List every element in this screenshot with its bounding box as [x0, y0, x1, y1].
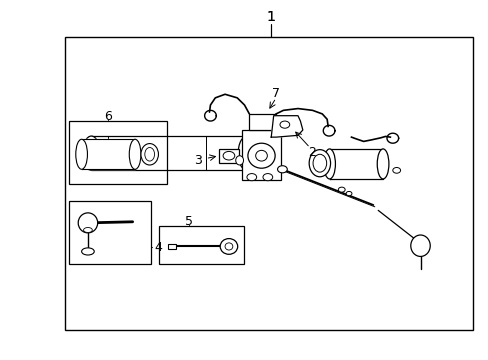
Ellipse shape [346, 192, 351, 196]
Text: 5: 5 [184, 215, 192, 228]
Ellipse shape [144, 148, 154, 161]
Text: 2: 2 [307, 146, 315, 159]
Text: 3: 3 [194, 154, 202, 167]
Ellipse shape [82, 136, 100, 170]
Ellipse shape [141, 144, 158, 165]
Bar [69, 202, 151, 264]
Ellipse shape [376, 149, 388, 179]
Polygon shape [329, 149, 382, 179]
Text: 4: 4 [154, 240, 162, 254]
Bar [167, 244, 176, 249]
Text: 6: 6 [104, 110, 112, 123]
Ellipse shape [392, 167, 400, 173]
Ellipse shape [235, 156, 243, 165]
Ellipse shape [247, 143, 275, 168]
Polygon shape [81, 139, 135, 169]
Ellipse shape [308, 150, 330, 177]
Polygon shape [91, 136, 246, 170]
Ellipse shape [280, 121, 289, 128]
Ellipse shape [323, 149, 335, 179]
Ellipse shape [246, 174, 256, 181]
Ellipse shape [312, 154, 326, 172]
Ellipse shape [338, 187, 345, 192]
Ellipse shape [410, 235, 429, 256]
Ellipse shape [255, 150, 267, 161]
Ellipse shape [238, 136, 255, 170]
Bar [249, 114, 276, 130]
Ellipse shape [220, 239, 237, 254]
Polygon shape [271, 116, 302, 137]
Bar [219, 149, 238, 163]
Bar [242, 130, 281, 180]
Bar [69, 121, 166, 184]
Ellipse shape [78, 213, 98, 233]
Ellipse shape [263, 174, 272, 181]
Ellipse shape [277, 166, 287, 173]
Bar [159, 226, 244, 264]
Text: 7: 7 [271, 87, 280, 100]
Ellipse shape [223, 152, 234, 160]
Text: 1: 1 [266, 10, 275, 24]
Ellipse shape [224, 243, 232, 250]
Bar [64, 37, 472, 330]
Ellipse shape [81, 248, 94, 255]
Ellipse shape [76, 139, 87, 169]
Ellipse shape [83, 228, 92, 233]
Ellipse shape [129, 139, 141, 169]
Text: 1: 1 [266, 10, 275, 24]
